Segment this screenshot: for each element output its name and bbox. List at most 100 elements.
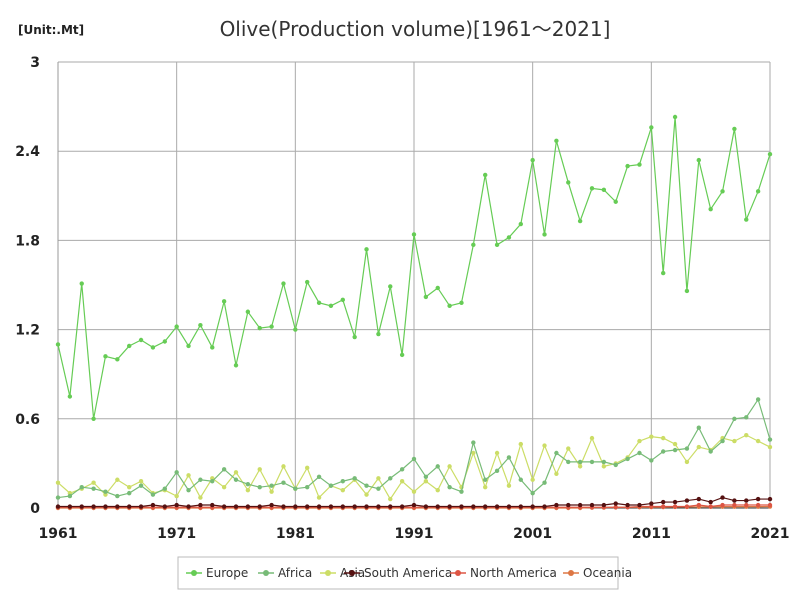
x-tick-label: 2021 [751,526,790,542]
data-point-europe [435,285,440,291]
data-point-europe [684,288,690,294]
data-point-south-america [732,498,737,503]
data-point-south-america [530,504,535,509]
data-point-asia [506,483,512,488]
data-point-africa [566,459,571,465]
data-point-europe [376,331,381,337]
data-point-asia [269,489,274,494]
data-point-north-america [755,502,761,508]
data-point-south-america [127,504,132,509]
data-point-asia [411,489,417,494]
data-point-south-america [625,502,630,508]
data-point-asia [744,432,749,438]
series-layer [55,114,773,511]
data-point-europe [672,114,678,120]
data-point-south-america [566,502,571,508]
data-point-asia [435,487,440,493]
data-point-south-america [388,504,393,509]
data-point-south-america [174,502,179,508]
data-point-europe [198,322,203,328]
data-point-asia [198,495,203,500]
series-africa [55,397,773,500]
data-point-europe [661,270,666,276]
data-point-south-america [684,498,690,503]
data-point-asia [589,435,595,441]
data-point-africa [649,458,654,463]
data-point-africa [352,476,357,481]
data-point-europe [755,189,761,194]
data-point-europe [316,300,322,306]
data-point-europe [150,345,156,350]
data-point-south-america [399,504,405,509]
x-tick-label: 2001 [513,526,552,542]
data-point-africa [376,486,381,491]
data-point-europe [637,162,642,167]
data-point-south-america [198,502,203,508]
data-point-south-america [352,504,357,509]
y-tick-label: 2.4 [15,144,40,160]
data-point-south-america [328,504,334,509]
y-tick-label: 1.8 [15,233,40,249]
data-point-asia [732,438,737,444]
data-point-europe [127,343,132,349]
data-point-europe [732,126,737,132]
data-point-europe [233,363,239,368]
data-point-europe [269,324,274,329]
data-point-asia [55,480,61,485]
data-point-asia [554,471,559,477]
data-point-europe [328,303,334,309]
data-point-africa [708,449,713,454]
data-point-south-america [91,504,96,509]
legend-item-africa: Africa [258,566,312,580]
data-point-north-america [708,504,713,509]
data-point-europe [459,300,464,306]
data-point-south-america [269,502,274,508]
data-point-south-america [245,504,251,509]
data-point-africa [530,490,535,496]
data-point-europe [221,299,227,304]
data-point-europe [530,157,535,163]
data-point-asia [305,465,310,471]
data-point-europe [162,339,167,344]
legend-item-north-america: North America [450,566,557,580]
data-point-south-america [423,504,429,509]
data-point-africa [115,493,120,499]
legend-label: South America [364,566,452,580]
data-point-europe [720,189,725,194]
data-point-africa [150,492,156,497]
data-point-south-america [103,504,108,509]
data-point-europe [257,325,262,331]
grid-lines [57,61,771,509]
data-point-africa [364,483,369,488]
data-point-africa [518,477,523,482]
data-point-europe [542,232,547,237]
data-point-asia [233,470,239,475]
data-point-africa [210,479,215,484]
data-point-south-america [613,501,618,506]
data-point-asia [423,479,429,484]
data-point-africa [601,459,607,465]
data-point-africa [233,477,239,482]
data-point-africa [257,484,262,490]
legend-item-oceania: Oceania [563,566,632,580]
data-point-africa [186,487,191,493]
data-point-asia [577,464,583,469]
legend-item-europe: Europe [186,566,248,580]
legend-swatch-marker [191,570,197,576]
data-point-europe [281,281,286,286]
data-point-africa [483,477,488,482]
data-point-asia [257,467,262,472]
data-point-europe [399,352,405,358]
data-point-europe [506,235,512,240]
data-point-africa [447,484,452,490]
data-point-africa [103,489,108,494]
data-point-africa [174,470,179,475]
legend-label: North America [470,566,557,580]
data-point-africa [67,493,73,499]
data-point-asia [767,444,773,450]
data-point-asia [684,459,690,465]
data-point-south-america [233,504,239,509]
data-point-south-america [459,504,464,509]
